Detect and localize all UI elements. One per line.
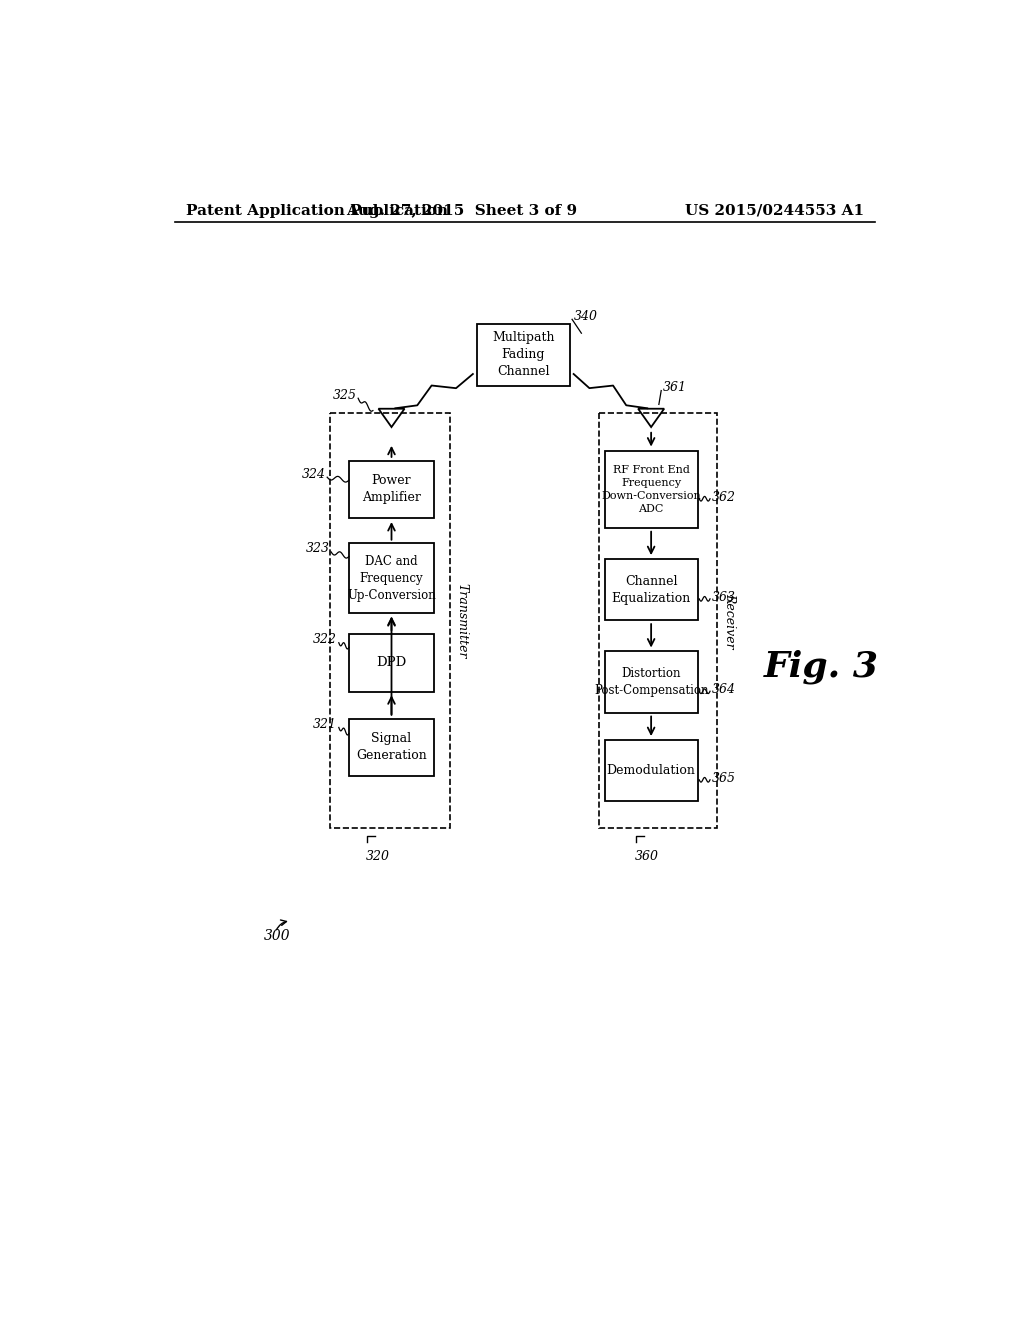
Text: 360: 360 [635,850,658,863]
Text: Signal
Generation: Signal Generation [356,733,427,763]
Text: Demodulation: Demodulation [606,764,695,777]
Text: Multipath
Fading
Channel: Multipath Fading Channel [492,331,555,379]
Text: RF Front End
Frequency
Down-Conversion
ADC: RF Front End Frequency Down-Conversion A… [601,465,701,515]
Text: Power
Amplifier: Power Amplifier [362,474,421,504]
Text: 300: 300 [263,929,290,942]
Bar [349,461,434,519]
Text: DPD: DPD [377,656,407,669]
Bar [330,412,450,829]
Text: 322: 322 [313,634,337,647]
Text: 361: 361 [663,381,687,393]
Text: 363: 363 [712,591,735,603]
Text: 362: 362 [712,491,735,504]
Text: 324: 324 [302,467,326,480]
Bar [477,323,569,385]
Text: 323: 323 [305,543,330,556]
Text: Receiver: Receiver [723,593,736,648]
Bar [604,451,697,528]
Text: Aug. 27, 2015  Sheet 3 of 9: Aug. 27, 2015 Sheet 3 of 9 [346,203,577,218]
Bar [349,544,434,612]
Bar [604,651,697,713]
Text: Fig. 3: Fig. 3 [764,649,879,684]
Text: 325: 325 [333,388,356,401]
Text: 321: 321 [313,718,337,731]
Text: US 2015/0244553 A1: US 2015/0244553 A1 [685,203,864,218]
Bar [349,718,434,776]
Text: Distortion
Post-Compensation: Distortion Post-Compensation [594,667,709,697]
Bar [604,558,697,620]
Bar [349,634,434,692]
Text: 365: 365 [712,772,735,785]
Text: Channel
Equalization: Channel Equalization [611,574,691,605]
Text: 320: 320 [366,850,389,863]
Bar [599,412,717,829]
Text: 364: 364 [712,684,735,696]
Text: Transmitter: Transmitter [456,582,469,659]
Text: Patent Application Publication: Patent Application Publication [186,203,449,218]
Bar [604,739,697,801]
Text: DAC and
Frequency
Up-Conversion: DAC and Frequency Up-Conversion [347,554,436,602]
Text: 340: 340 [573,310,598,323]
